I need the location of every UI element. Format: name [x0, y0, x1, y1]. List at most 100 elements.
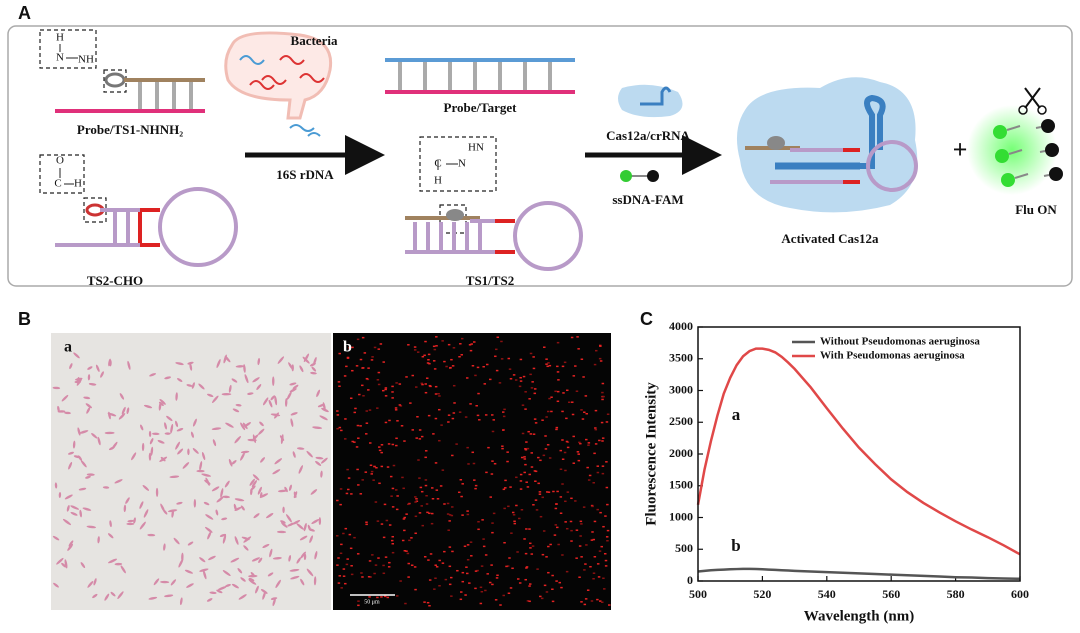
cell [260, 589, 268, 594]
cell [471, 365, 475, 367]
cell [509, 486, 512, 488]
cell [272, 469, 281, 475]
cell [561, 439, 564, 441]
bacteria-drawing-part [299, 73, 325, 83]
cell [418, 477, 421, 479]
cell [192, 448, 199, 454]
cell [425, 494, 428, 497]
activated-cas-diagram-part [736, 77, 918, 213]
cell [598, 550, 602, 552]
cell [549, 543, 552, 546]
atom: N [56, 52, 64, 64]
cell [149, 373, 157, 377]
cell [586, 589, 590, 591]
cell [258, 428, 265, 435]
cell [370, 359, 374, 361]
cell [605, 461, 608, 463]
cell [495, 369, 499, 372]
cell [176, 428, 184, 432]
fluorescence-diagram-part [993, 125, 1007, 139]
cell [349, 547, 353, 550]
cell [483, 383, 487, 385]
cell [598, 439, 601, 442]
cell [54, 482, 58, 489]
cell [346, 468, 349, 471]
cell [387, 443, 391, 445]
cell [196, 469, 205, 473]
cell [262, 543, 270, 549]
cell [251, 434, 259, 441]
cell [78, 487, 87, 491]
cell [274, 395, 278, 406]
cell [516, 578, 520, 580]
cell [378, 446, 381, 448]
cell [240, 577, 246, 582]
cell [460, 591, 463, 593]
cell [429, 553, 433, 555]
cell [419, 486, 423, 489]
probe-ts1-diagram-part [104, 72, 126, 88]
cell [455, 443, 458, 445]
cell [351, 346, 354, 349]
cell [565, 440, 569, 443]
cell [336, 499, 339, 502]
cell [401, 539, 405, 542]
cell [391, 551, 395, 554]
cell [337, 582, 341, 584]
cell [61, 394, 69, 402]
cell [443, 503, 446, 505]
cell [349, 397, 353, 399]
cell [225, 422, 234, 428]
cell [348, 533, 352, 536]
cell [494, 355, 497, 358]
cell [460, 495, 463, 498]
cell [461, 483, 464, 485]
cell [554, 390, 557, 393]
cell [296, 523, 304, 530]
cell [424, 383, 427, 385]
cell [559, 468, 563, 470]
cell [506, 451, 509, 453]
cell [413, 566, 417, 568]
cell [559, 496, 563, 498]
cell [201, 473, 212, 477]
cell [516, 551, 519, 553]
cell [539, 515, 543, 518]
fluorescence-diagram-part [1008, 149, 1023, 155]
cell [430, 512, 434, 515]
fluorescence-diagram-part [1024, 87, 1041, 109]
cell [601, 601, 604, 603]
cell [276, 530, 287, 534]
cell [87, 580, 94, 588]
cell [275, 579, 281, 588]
cell [445, 365, 448, 368]
cell [157, 439, 165, 444]
bacteria-label: Bacteria [291, 33, 338, 48]
cell [342, 575, 346, 577]
cell [466, 544, 470, 546]
cell [64, 494, 73, 500]
cell [528, 398, 531, 400]
cell [464, 416, 468, 418]
cell [599, 600, 602, 602]
cell [425, 377, 429, 379]
cell [231, 460, 237, 465]
cell [108, 558, 118, 564]
cell [505, 565, 508, 568]
cell [529, 542, 532, 545]
cell [491, 460, 494, 462]
cell [164, 432, 171, 435]
cell [289, 388, 297, 393]
cell [221, 517, 228, 521]
cell [601, 398, 604, 401]
cell [247, 392, 254, 395]
cell [529, 352, 533, 355]
cell [438, 585, 441, 587]
cell [521, 404, 525, 406]
cell [303, 522, 307, 532]
cell [232, 408, 240, 413]
cell [344, 438, 347, 440]
cell [512, 514, 516, 516]
cell [592, 578, 595, 580]
cell [306, 568, 314, 577]
